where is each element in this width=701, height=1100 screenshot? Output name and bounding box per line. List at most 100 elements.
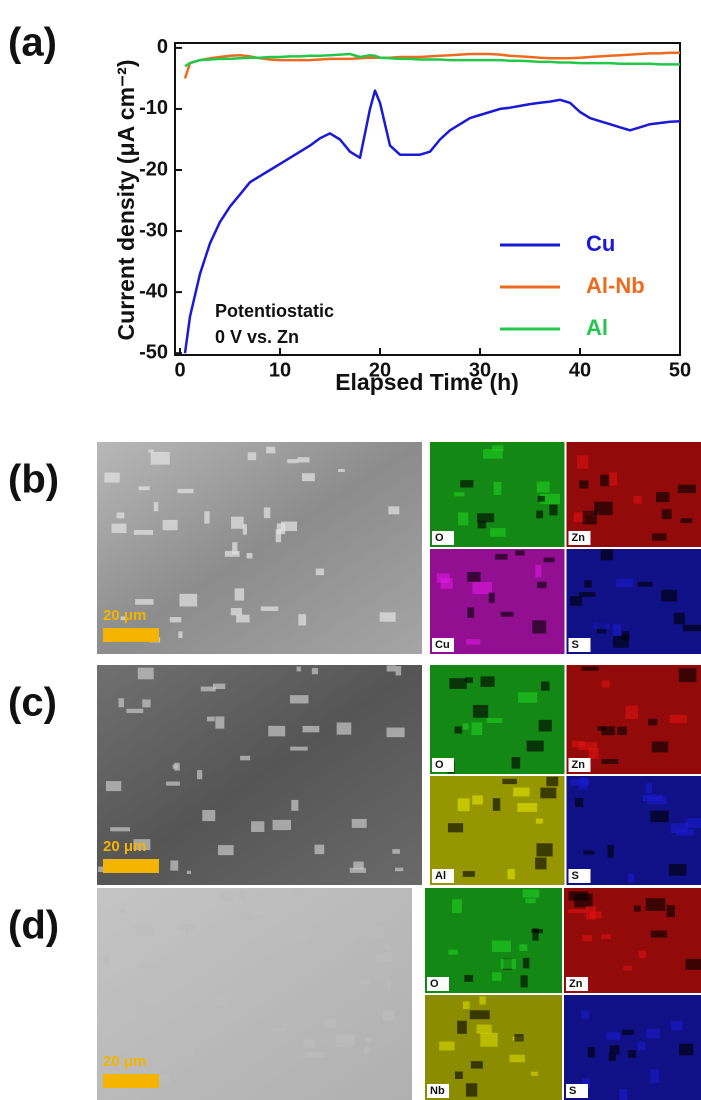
eds-texture (532, 620, 547, 634)
sem-texture (239, 889, 246, 902)
eds-texture (502, 778, 517, 785)
eds-texture (578, 742, 598, 751)
eds-texture (466, 639, 481, 645)
eds-texture (581, 666, 599, 671)
eds-texture (467, 607, 475, 618)
eds-texture (608, 1053, 616, 1061)
data-line (183, 51, 680, 79)
sem-texture (388, 506, 400, 515)
sem-texture (272, 819, 292, 831)
eds-label-box (432, 758, 454, 772)
eds-texture (472, 795, 483, 805)
eds-label-box (568, 758, 591, 772)
y-tick-label: -40 (139, 280, 168, 302)
eds-label-box (432, 531, 454, 545)
eds-label-box (427, 1084, 449, 1098)
eds-label: S (572, 639, 579, 651)
eds-texture (460, 480, 474, 488)
sem-texture (364, 927, 384, 938)
scale-bar (103, 859, 159, 873)
eds-texture (578, 592, 596, 597)
eds-texture (452, 899, 462, 914)
eds-texture (492, 972, 502, 981)
eds-texture (491, 445, 504, 452)
eds-texture (650, 810, 669, 823)
scale-bar-label: 20 μm (103, 1053, 146, 1070)
eds-texture (495, 553, 508, 560)
eds-texture (646, 1028, 660, 1039)
sem-texture (162, 519, 178, 531)
eds-texture (597, 726, 606, 731)
eds-texture (476, 1024, 492, 1034)
eds-texture (546, 776, 559, 787)
eds-texture (661, 589, 678, 602)
eds-texture (536, 481, 550, 493)
eds-texture (513, 787, 530, 797)
sem-texture (133, 839, 151, 851)
sem-texture (376, 953, 392, 962)
sem-texture (220, 890, 234, 902)
x-tick-label: 50 (669, 359, 691, 381)
eds-label: S (572, 870, 579, 882)
eds-texture (520, 975, 528, 988)
eds-texture (526, 740, 544, 752)
eds-texture (471, 722, 483, 736)
eds-texture (645, 783, 652, 794)
eds-texture (509, 1054, 525, 1063)
sem-texture (386, 727, 405, 738)
sem-texture (266, 446, 276, 454)
eds-texture (587, 1047, 595, 1058)
legend-label: Al (586, 315, 608, 340)
sem-texture (336, 722, 352, 735)
eds-texture (637, 1041, 646, 1051)
eds-texture (600, 549, 614, 561)
sem-texture (111, 523, 127, 534)
eds-label-box (566, 1084, 588, 1098)
eds-texture (492, 798, 501, 811)
eds-texture (462, 871, 475, 877)
eds-texture (515, 550, 525, 556)
eds-texture (465, 1083, 478, 1097)
sem-texture (364, 1046, 370, 1055)
sem-texture (311, 668, 318, 675)
annotation: Potentiostatic (215, 301, 334, 321)
eds-texture (675, 829, 694, 836)
eds-shade (430, 549, 565, 654)
sem-texture (177, 488, 194, 494)
sem-texture (315, 568, 324, 576)
plot-frame (174, 42, 681, 356)
eds-texture (613, 635, 629, 648)
x-tick-label: 20 (369, 359, 391, 381)
sem-texture (314, 844, 325, 855)
sem-texture (206, 716, 215, 722)
eds-texture (519, 944, 528, 951)
panel-label: (b) (8, 458, 59, 502)
eds-texture (537, 495, 545, 502)
eds-label: Nb (430, 1085, 445, 1097)
eds-label-box (568, 638, 591, 652)
eds-texture (685, 958, 701, 970)
y-axis-label: Current density (μA cm⁻²) (113, 60, 139, 341)
sem-texture (303, 1039, 315, 1048)
sem-texture (297, 457, 310, 463)
y-tick-label: -30 (139, 219, 168, 241)
eds-texture (449, 678, 467, 689)
sem-texture (291, 799, 299, 811)
eds-texture (486, 718, 503, 723)
eds-texture (625, 705, 638, 720)
eds-texture (581, 1010, 589, 1019)
eds-texture (477, 520, 487, 529)
sem-texture (224, 550, 240, 557)
eds-texture (518, 692, 538, 703)
eds-texture (638, 950, 647, 959)
eds-texture (582, 935, 593, 942)
sem-texture (305, 1052, 325, 1058)
eds-texture (673, 612, 685, 625)
scale-bar (103, 1074, 159, 1088)
sem-texture (242, 524, 247, 535)
eds-texture (680, 518, 693, 524)
sem-texture (170, 860, 179, 871)
eds-texture (682, 624, 701, 632)
sem-texture (288, 932, 309, 940)
sem-texture (196, 770, 203, 780)
